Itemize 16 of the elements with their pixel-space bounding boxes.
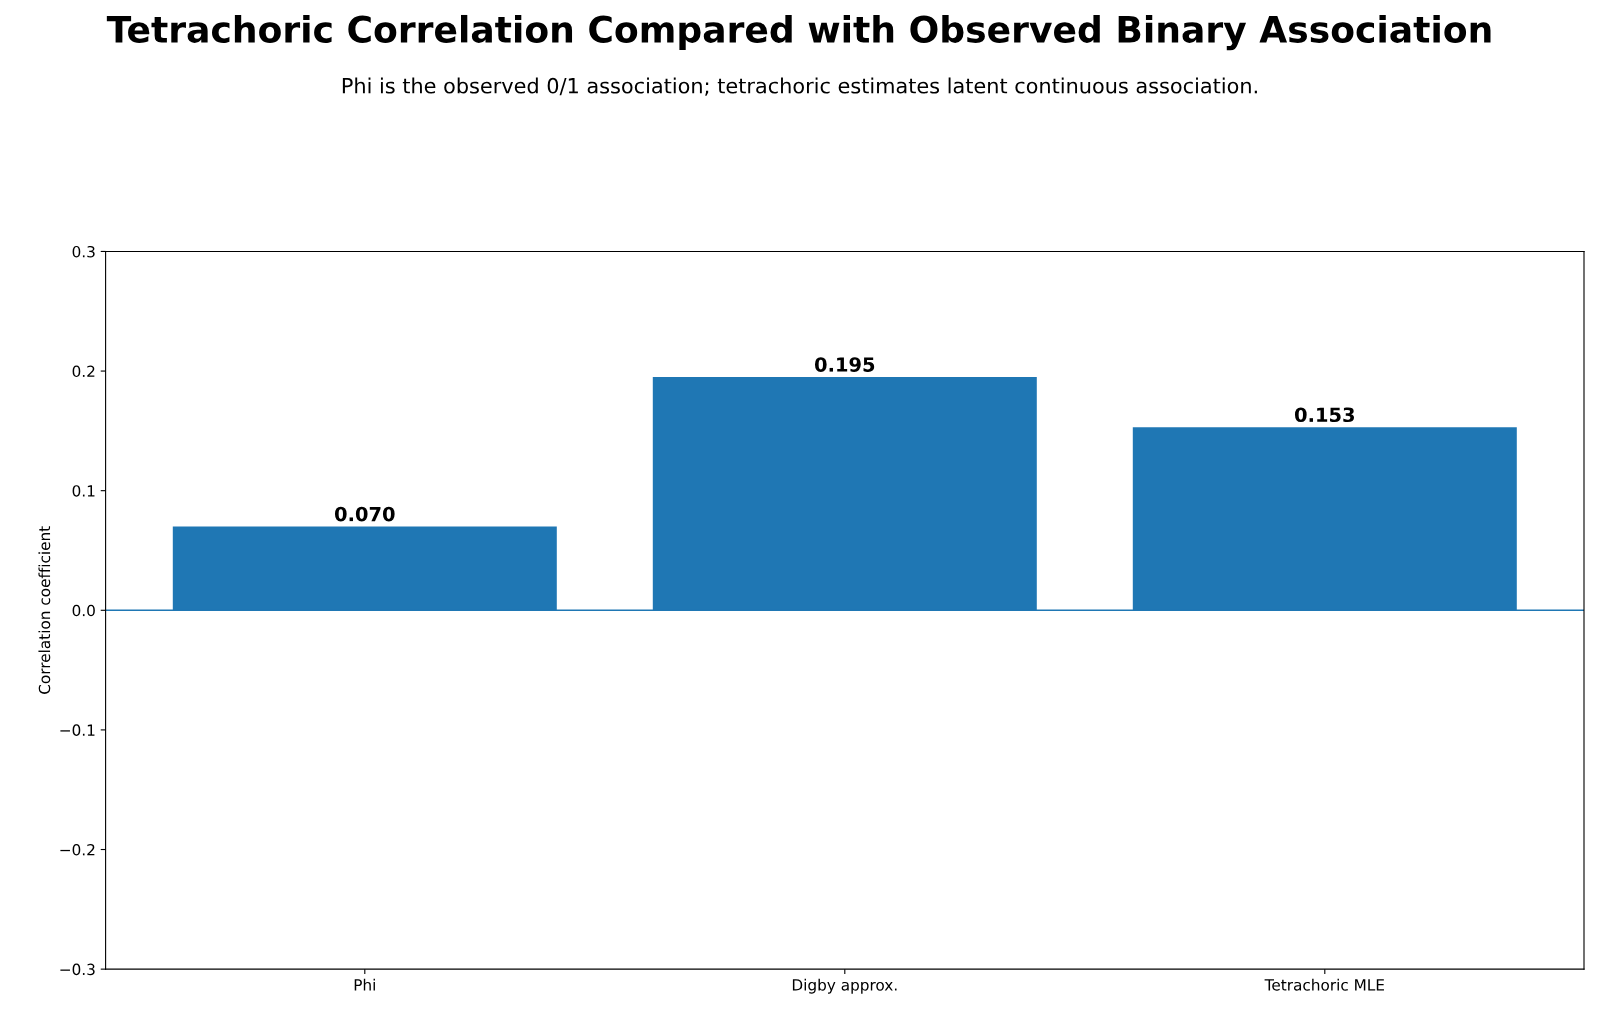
y-tick-label: −0.3	[60, 963, 95, 976]
chart-title: Tetrachoric Correlation Compared with Observed Binary Association	[106, 14, 1491, 51]
y-tick-label: 0.0	[72, 604, 95, 617]
chart-subtitle: Phi is the observed 0/1 association; tetrachoric estimates latent continuous association.	[342, 77, 1257, 96]
y-tick-label: 0.1	[72, 485, 95, 497]
y-tick-label: −0.2	[60, 843, 95, 856]
x-tick-label: Digby approx.	[792, 978, 897, 994]
y-axis-title: Correlation coefficient	[38, 526, 51, 694]
y-tick-label: −0.1	[60, 724, 95, 736]
x-tick-label: Phi	[354, 978, 375, 991]
data-label: 0.153	[1294, 407, 1355, 423]
data-label: 0.070	[334, 506, 395, 522]
y-tick-label: 0.2	[72, 365, 95, 378]
data-label: 0.195	[814, 357, 875, 372]
x-tick-label: Tetrachoric MLE	[1264, 978, 1384, 991]
y-tick-label: 0.3	[72, 245, 95, 258]
